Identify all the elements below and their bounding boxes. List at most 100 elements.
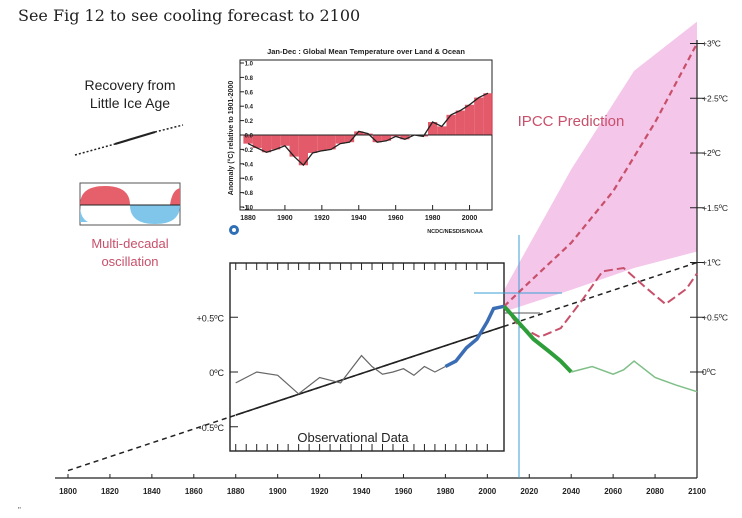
x-tick-label: 2040 — [562, 487, 580, 496]
legend-recovery-dash-right — [154, 124, 184, 133]
noaa-bar — [271, 135, 281, 150]
ipcc-range-band — [504, 21, 697, 312]
legend-osc-red-left — [80, 186, 130, 205]
x-tick-label: 1900 — [269, 487, 287, 496]
noaa-y-tick-label: 0.8 — [245, 76, 254, 82]
right-tick-label: +3ºC — [702, 39, 721, 49]
noaa-bar — [326, 135, 336, 150]
right-tick-label: +2ºC — [702, 148, 721, 158]
noaa-bar — [483, 93, 493, 135]
figure-caption: See Fig 12 to see cooling forecast to 21… — [18, 6, 361, 25]
x-tick-label: 1840 — [143, 487, 161, 496]
noaa-inset-ylabel: Anomaly (°C) relative to 1901-2000 — [227, 81, 235, 196]
noaa-bar — [280, 135, 290, 146]
noaa-inset: Jan-Dec : Global Mean Temperature over L… — [227, 47, 493, 235]
series-layer — [67, 42, 698, 472]
observational-blue-line — [444, 304, 505, 369]
noaa-bar — [372, 135, 382, 143]
oscillation-projection-line — [503, 266, 698, 339]
noaa-bar — [344, 135, 355, 143]
x-tick-label: 2000 — [478, 487, 496, 496]
ipcc-prediction-line — [503, 42, 698, 308]
noaa-y-tick-label: -0.6 — [243, 177, 254, 183]
x-tick-label: 1860 — [185, 487, 203, 496]
noaa-bar — [261, 135, 272, 153]
x-axis: 1800 1820 1840 1860 1880 1900 1920 1940 1960 1980… — [59, 474, 706, 496]
footer-mark: " — [18, 506, 21, 515]
x-tick-label: 2080 — [646, 487, 664, 496]
noaa-bar — [428, 122, 438, 135]
noaa-bar — [400, 135, 410, 140]
noaa-x-tick-label: 1940 — [351, 215, 367, 222]
noaa-bar — [317, 135, 327, 151]
legend-osc-line2: oscillation — [101, 254, 158, 269]
x-tick-label: 1820 — [101, 487, 119, 496]
noaa-bar — [243, 135, 253, 144]
noaa-y-tick-label: 0.2 — [245, 119, 254, 125]
noaa-x-tick-label: 1900 — [277, 215, 293, 222]
noaa-x-tick-label: 1920 — [314, 215, 330, 222]
right-tick-label: +0.5ºC — [702, 312, 728, 322]
legend-osc-blue — [130, 205, 180, 224]
noaa-inset-source: NCDC/NESDIS/NOAA — [427, 229, 483, 235]
legend-recovery-dash-left — [74, 143, 116, 156]
obs-y-tick-label: -0.5ºC — [199, 423, 225, 433]
noaa-inset-title: Jan-Dec : Global Mean Temperature over L… — [267, 47, 465, 56]
noaa-x-tick-label: 1880 — [240, 215, 256, 222]
noaa-bar — [381, 135, 392, 141]
right-tick-label: 0ºC — [702, 367, 716, 377]
ipcc-label: IPCC Prediction — [518, 113, 625, 130]
noaa-y-tick-label: -0.8 — [243, 191, 254, 197]
noaa-smoothed-line — [247, 92, 489, 167]
noaa-y-tick-label: -0.2 — [243, 148, 254, 154]
noaa-y-tick-label: 1.0 — [245, 62, 254, 68]
noaa-y-tick-label: -1.0 — [243, 206, 254, 212]
legend-osc-red-right — [170, 188, 180, 205]
noaa-y-tick-label: -0.4 — [243, 162, 254, 168]
noaa-y-tick-label: 0.6 — [245, 90, 254, 96]
observational-data-panel — [229, 262, 505, 452]
x-tick-label: 1940 — [353, 487, 371, 496]
legend-osc-line1: Multi-decadal — [91, 236, 168, 251]
obs-y-tick-label: 0ºC — [209, 368, 224, 378]
noaa-bar — [335, 135, 345, 144]
noaa-bar — [289, 135, 299, 157]
noaa-bar — [437, 126, 447, 135]
noaa-bar — [446, 114, 456, 135]
noaa-x-tick-label: 1980 — [425, 215, 441, 222]
legend-recovery-line1: Recovery from — [84, 77, 175, 93]
noaa-bars — [243, 92, 493, 167]
observational-panel-ticks: +0.5ºC 0ºC -0.5ºC — [196, 263, 488, 451]
noaa-y-tick-label: 0.4 — [245, 105, 254, 111]
observational-grey-line — [235, 354, 446, 395]
cooling-forecast-line — [502, 304, 573, 374]
right-axis: +3ºC +2.5ºC +2ºC +1.5ºC +1ºC +0.5ºC 0ºC — [690, 39, 728, 377]
right-tick-label: +1.5ºC — [702, 203, 728, 213]
legend-recovery: Recovery from Little Ice Age — [74, 77, 184, 156]
noaa-bar — [455, 110, 465, 135]
noaa-x-tick-label: 1960 — [388, 215, 404, 222]
noaa-bar — [298, 135, 308, 166]
x-tick-label: 1920 — [311, 487, 329, 496]
noaa-bar — [474, 97, 484, 135]
noaa-x-tick-label: 2000 — [462, 215, 478, 222]
noaa-bar — [464, 104, 475, 135]
observational-title: Observational Data — [297, 430, 409, 445]
obs-y-tick-label: +0.5ºC — [196, 313, 224, 323]
noaa-y-tick-label: 0.0 — [245, 134, 254, 140]
cooling-forecast-continuation — [571, 360, 698, 393]
x-tick-label: 2100 — [688, 487, 706, 496]
x-tick-label: 1960 — [395, 487, 413, 496]
legend-osc-blue-left — [80, 205, 88, 222]
noaa-bar — [354, 131, 364, 135]
right-tick-label: +1ºC — [702, 258, 721, 268]
noaa-logo-center — [232, 228, 236, 232]
legend-oscillation: Multi-decadal oscillation — [79, 182, 181, 269]
x-tick-label: 1880 — [227, 487, 245, 496]
legend-recovery-line2: Little Ice Age — [90, 95, 170, 111]
noaa-bar — [308, 135, 318, 153]
trend-line-dashed — [67, 261, 698, 472]
x-tick-label: 1980 — [437, 487, 455, 496]
x-tick-label: 2020 — [520, 487, 538, 496]
